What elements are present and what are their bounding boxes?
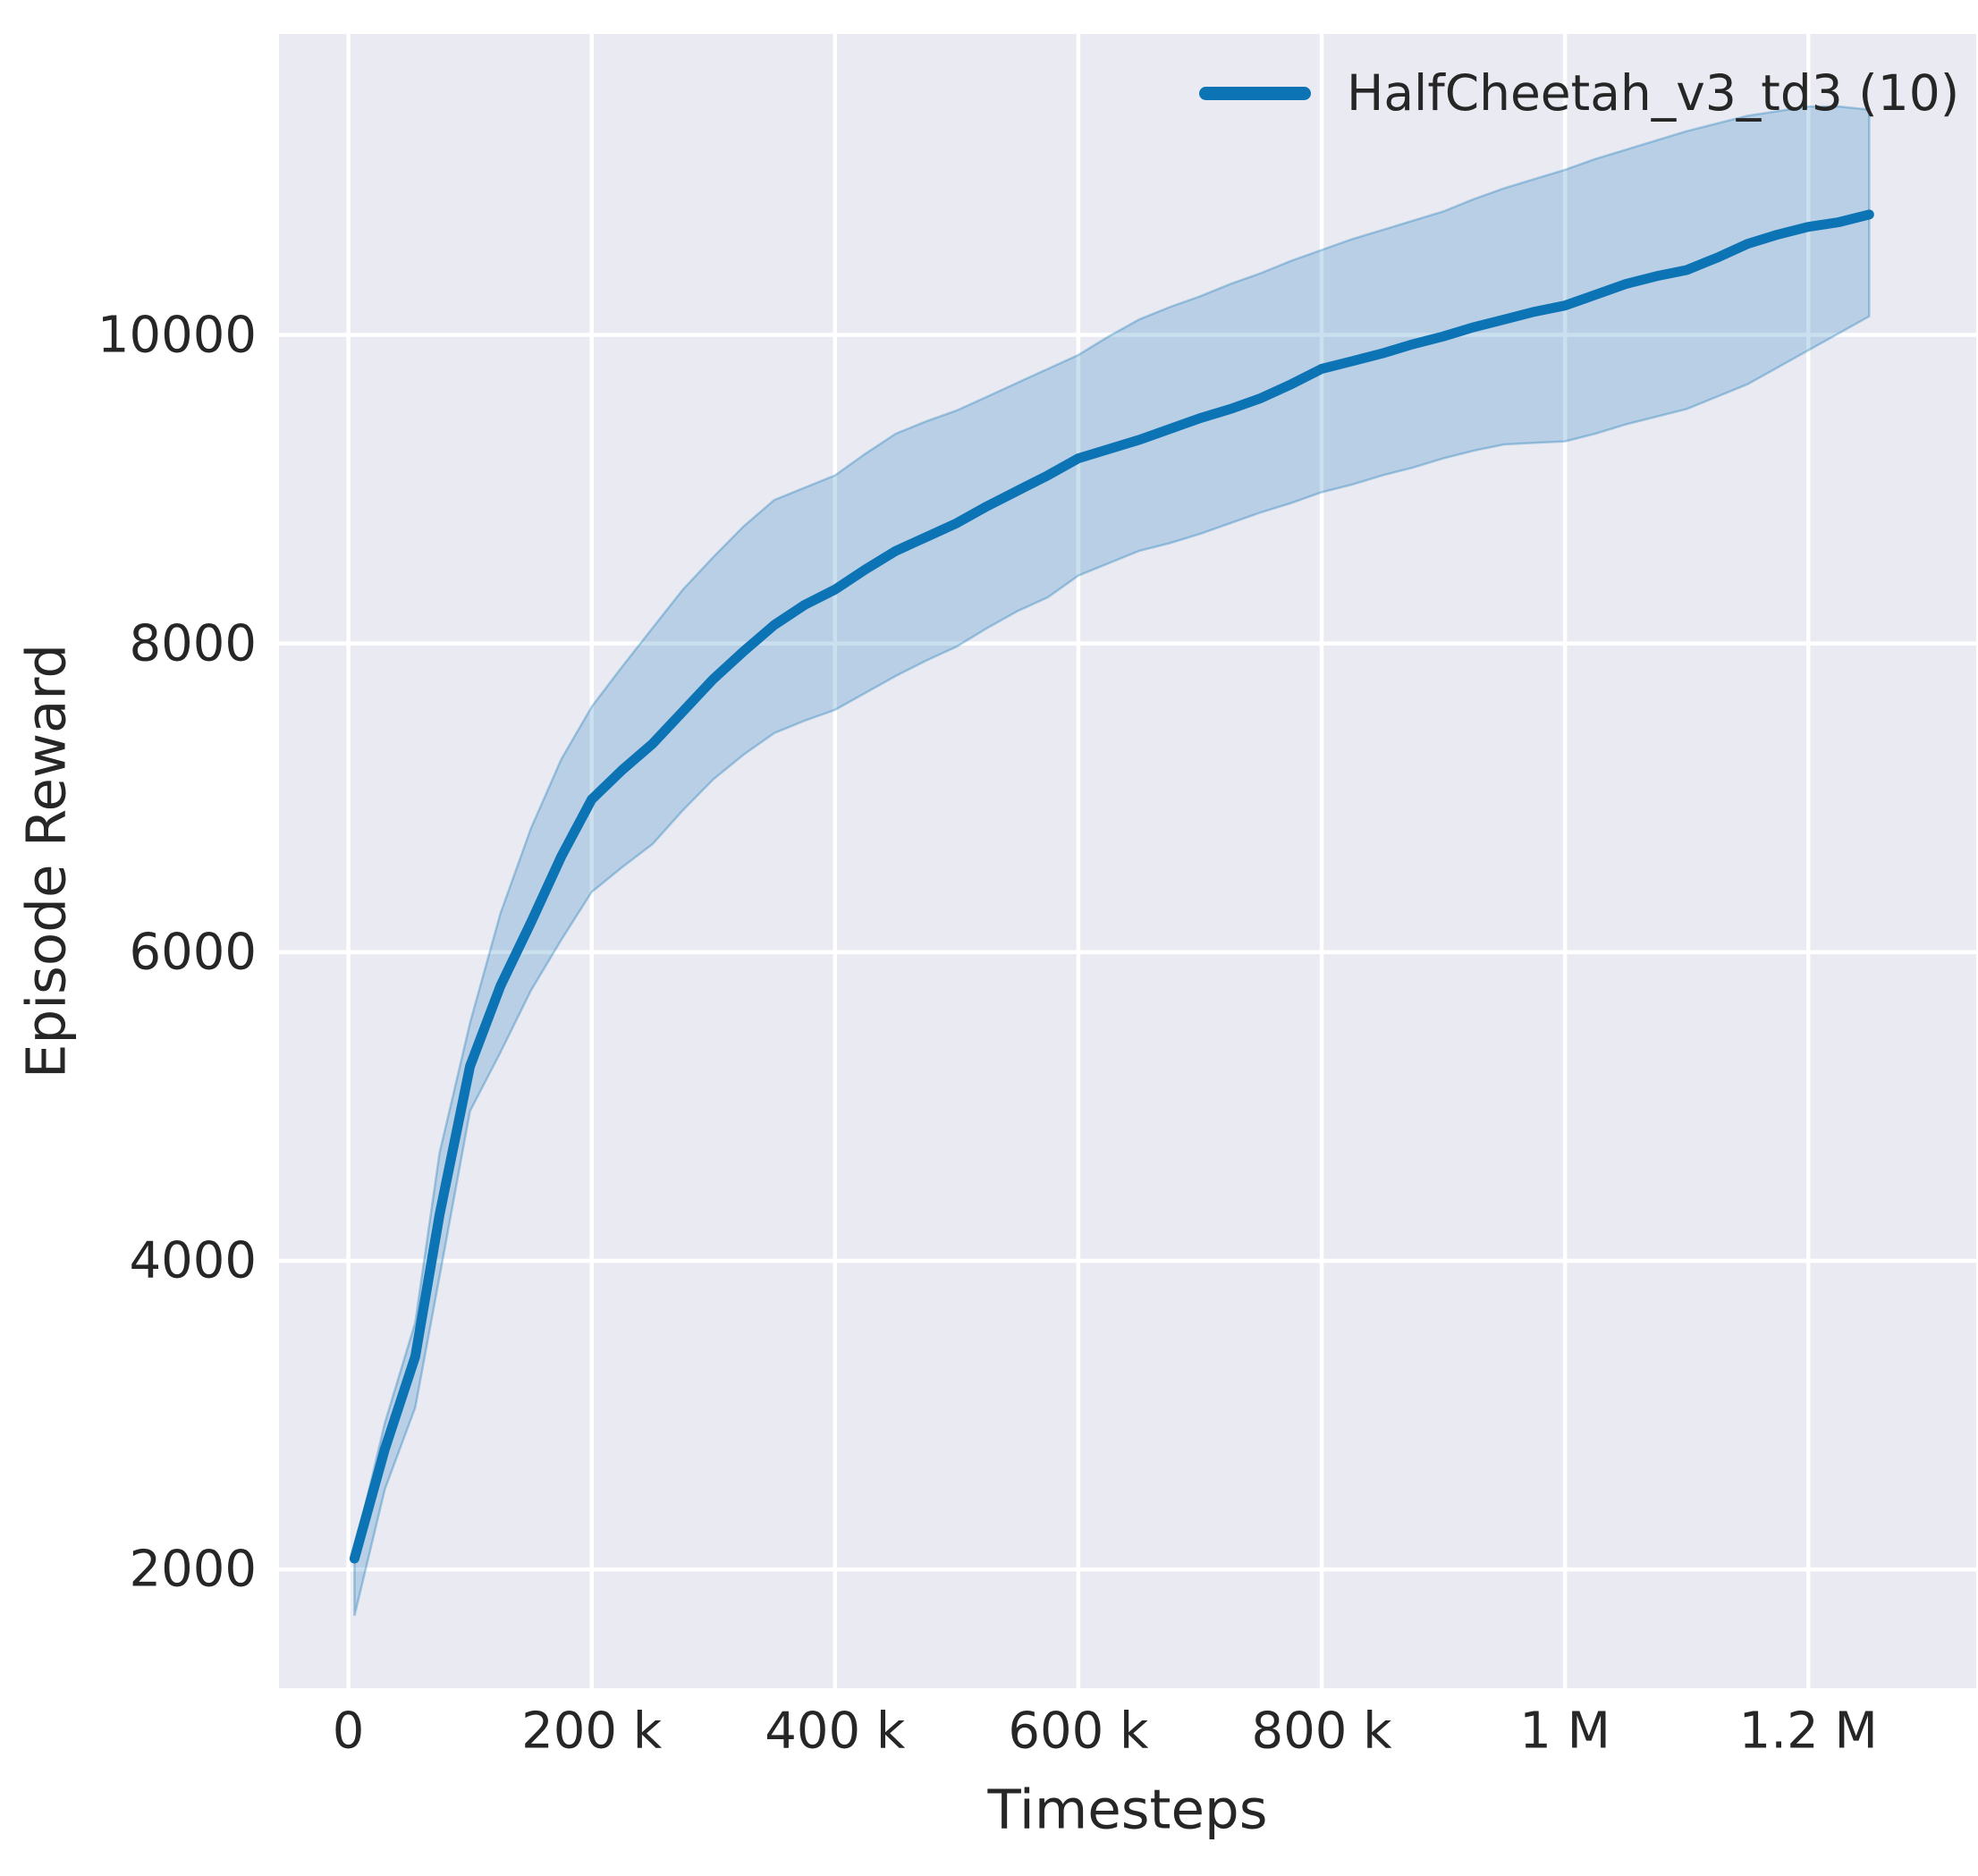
legend-label: HalfCheetah_v3_td3 (10) bbox=[1347, 64, 1960, 122]
mean-reward-line bbox=[349, 209, 1874, 1564]
x-tick-label: 200 k bbox=[521, 1702, 663, 1761]
x-tick-label: 1.2 M bbox=[1738, 1702, 1878, 1761]
x-tick-label: 800 k bbox=[1251, 1702, 1392, 1761]
y-tick-label: 8000 bbox=[129, 614, 257, 673]
y-tick-label: 10000 bbox=[97, 306, 257, 365]
y-tick-label: 2000 bbox=[129, 1540, 257, 1599]
x-axis-label: Timesteps bbox=[987, 1778, 1268, 1842]
x-tick-label: 1 M bbox=[1519, 1702, 1610, 1761]
y-axis-label: Episode Reward bbox=[14, 643, 79, 1079]
x-tick-label: 600 k bbox=[1008, 1702, 1149, 1761]
legend-line-swatch bbox=[1199, 86, 1311, 100]
x-tick-label: 400 k bbox=[765, 1702, 906, 1761]
legend: HalfCheetah_v3_td3 (10) bbox=[1199, 64, 1959, 122]
x-tick-label: 0 bbox=[332, 1702, 365, 1761]
y-tick-label: 6000 bbox=[129, 923, 257, 982]
y-tick-label: 4000 bbox=[129, 1231, 257, 1290]
